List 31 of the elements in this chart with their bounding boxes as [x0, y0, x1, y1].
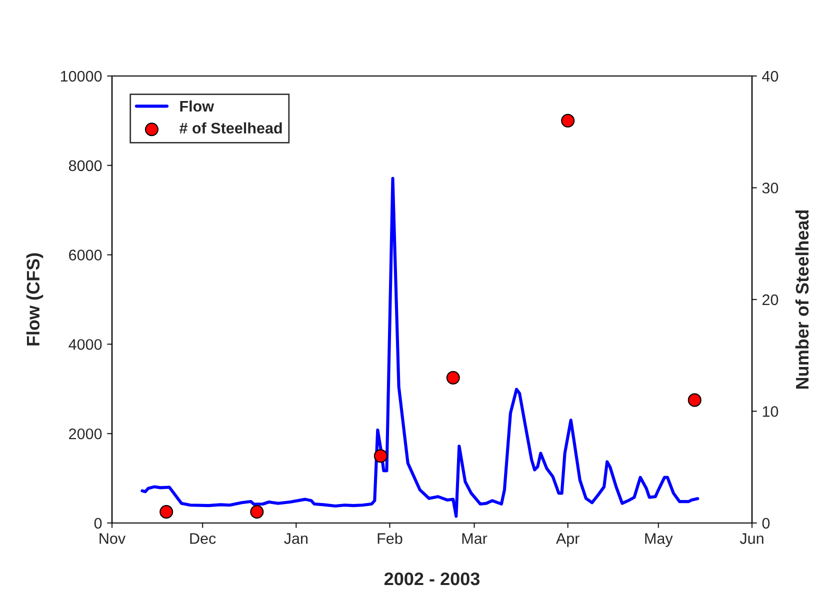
legend-label: Flow: [180, 100, 214, 112]
line-series: [140, 176, 700, 518]
x-tick-label: May: [645, 533, 673, 547]
x-tick-label: Jan: [284, 533, 308, 544]
y-tick-label: 6000: [69, 250, 102, 260]
y-tick-label: 10000: [60, 70, 102, 82]
point: [561, 114, 575, 128]
x-tick-label: Nov: [100, 533, 126, 544]
y-tick-label: 0: [94, 518, 102, 529]
x-tick-label: Jun: [740, 533, 764, 544]
point: [688, 393, 702, 407]
point: [250, 505, 264, 519]
y2-tick-label: 20: [762, 294, 778, 306]
x-axis-title: 2002 - 2003: [384, 572, 480, 586]
y-tick-label: 8000: [68, 160, 102, 172]
y2-tick-label: 10: [762, 406, 778, 417]
y-tick-label: 4000: [68, 339, 102, 350]
y2-tick-label: 40: [762, 70, 778, 82]
legend-label: # of Steelhead: [179, 122, 282, 134]
x-tick-label: Feb: [378, 532, 402, 544]
x-tick-label: Mar: [462, 533, 488, 544]
point: [446, 370, 460, 384]
point: [374, 449, 388, 463]
x-tick-label: Dec: [190, 533, 216, 544]
x-tick-label: Apr: [556, 533, 580, 547]
y-tick-label: 2000: [69, 428, 102, 440]
point: [160, 505, 174, 519]
y2-axis-title: Number of Steelhead: [795, 210, 809, 389]
y2-tick-label: 30: [762, 182, 778, 194]
y-axis-title: Flow (CFS): [26, 253, 44, 346]
y2-tick-label: 0: [762, 518, 770, 529]
